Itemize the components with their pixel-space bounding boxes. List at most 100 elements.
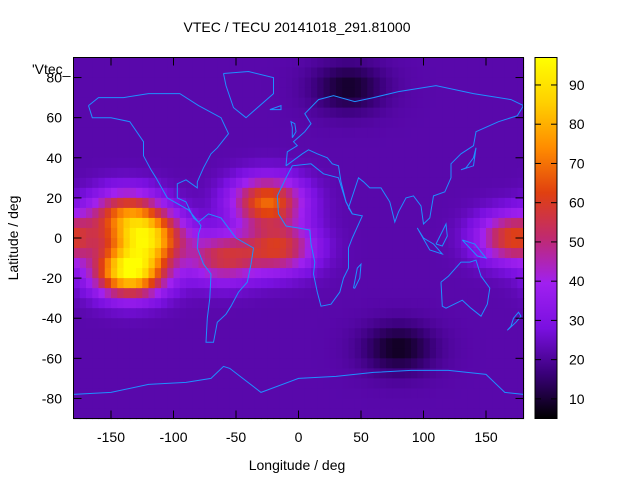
heatmap-cell [73,97,81,109]
heatmap-cell [317,278,325,289]
heatmap-cell [504,398,512,410]
heatmap-cell [142,308,150,319]
heatmap-cell [454,97,462,109]
heatmap-cell [229,77,237,89]
heatmap-cell [498,107,506,119]
heatmap-cell [454,157,462,169]
heatmap-cell [398,207,406,219]
heatmap-cell [398,127,406,139]
heatmap-cell [192,177,200,189]
heatmap-cell [436,408,443,420]
heatmap-cell [211,127,218,139]
heatmap-cell [86,57,93,69]
heatmap-cell [467,97,475,109]
heatmap-cell [104,278,112,289]
heatmap-cell [511,348,518,359]
heatmap-cell [117,197,125,209]
heatmap-cell [248,177,256,189]
heatmap-cell [436,298,443,309]
heatmap-cell [304,177,312,189]
heatmap-cell [511,248,518,259]
heatmap-cell [286,298,293,309]
heatmap-cell [454,298,462,309]
heatmap-cell [423,87,431,99]
heatmap-cell [492,77,500,89]
heatmap-cell [92,157,100,169]
heatmap-cell [323,348,331,359]
heatmap-cell [511,378,518,390]
heatmap-cell [136,227,143,239]
heatmap-cell [111,207,118,219]
heatmap-cell [367,87,375,99]
heatmap-cell [211,227,218,239]
heatmap-cell [117,77,125,89]
heatmap-cell [504,258,512,269]
heatmap-cell [454,238,462,249]
heatmap-cell [323,308,331,319]
heatmap-cell [342,127,350,139]
heatmap-cell [204,167,212,179]
heatmap-cell [404,278,412,289]
heatmap-cell [161,338,168,349]
heatmap-cell [273,87,281,99]
heatmap-cell [267,248,275,259]
heatmap-cell [117,87,125,99]
heatmap-cell [479,388,487,400]
heatmap-cell [186,288,193,299]
heatmap-cell [148,177,156,189]
heatmap-cell [304,238,312,249]
heatmap-cell [142,288,150,299]
heatmap-cell [517,318,525,329]
heatmap-cell [442,57,450,69]
heatmap-cell [154,197,162,209]
heatmap-cell [123,378,131,390]
heatmap-cell [267,87,275,99]
heatmap-cell [498,298,506,309]
heatmap-cell [373,97,381,109]
heatmap-cell [329,298,337,309]
heatmap-cell [342,258,350,269]
heatmap-cell [298,338,306,349]
heatmap-cell [292,77,300,89]
heatmap-cell [267,157,275,169]
heatmap-cell [286,258,293,269]
heatmap-cell [211,87,218,99]
heatmap-cell [386,328,393,339]
heatmap-cell [461,408,468,420]
heatmap-cell [236,127,243,139]
heatmap-cell [404,57,412,69]
heatmap-cell [261,258,268,269]
heatmap-cell [354,207,362,219]
heatmap-cell [79,197,87,209]
heatmap-cell [386,167,393,179]
heatmap-cell [123,97,131,109]
heatmap-cell [273,348,281,359]
heatmap-cell [298,288,306,299]
heatmap-cell [79,97,87,109]
heatmap-cell [348,348,356,359]
heatmap-cell [217,238,225,249]
heatmap-cell [167,107,175,119]
heatmap-cell [392,348,400,359]
heatmap-cell [129,338,137,349]
heatmap-cell [361,378,368,390]
heatmap-cell [361,328,368,339]
heatmap-cell [398,197,406,209]
heatmap-cell [379,107,387,119]
heatmap-cell [248,368,256,379]
heatmap-cell [479,318,487,329]
heatmap-cell [517,87,525,99]
heatmap-cell [198,338,206,349]
heatmap-cell [417,57,425,69]
heatmap-cell [348,227,356,239]
heatmap-cell [123,268,131,279]
heatmap-cell [454,147,462,159]
heatmap-cell [179,248,187,259]
heatmap-cell [261,207,268,219]
heatmap-cell [386,358,393,369]
heatmap-cell [217,368,225,379]
heatmap-cell [442,77,450,89]
heatmap-cell [173,67,181,79]
heatmap-cell [261,408,268,420]
heatmap-cell [292,67,300,79]
